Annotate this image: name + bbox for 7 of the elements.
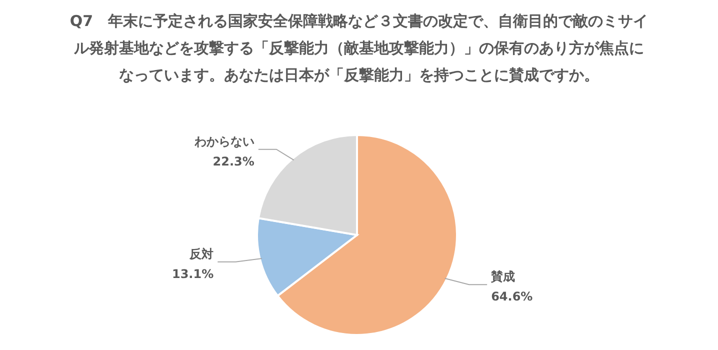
data-label: 64.6% [491,290,533,304]
chart-title: Q7 年末に予定される国家安全保障戦略など３文書の改定で、自衛目的で敵のミサイル発射基地などを攻撃する「反撃能力（敵基地攻撃能力）」の保有のあり方が焦点になっています。あなたは日本が「反撃能力」を持つことに賛成ですか。 [70,12,648,84]
slice-label: わからない [193,134,254,148]
slice-label: 反対 [188,246,214,261]
data-label: 13.1% [172,266,214,281]
data-label: 22.3% [212,154,254,168]
slice-label: 賛成 [490,270,516,284]
